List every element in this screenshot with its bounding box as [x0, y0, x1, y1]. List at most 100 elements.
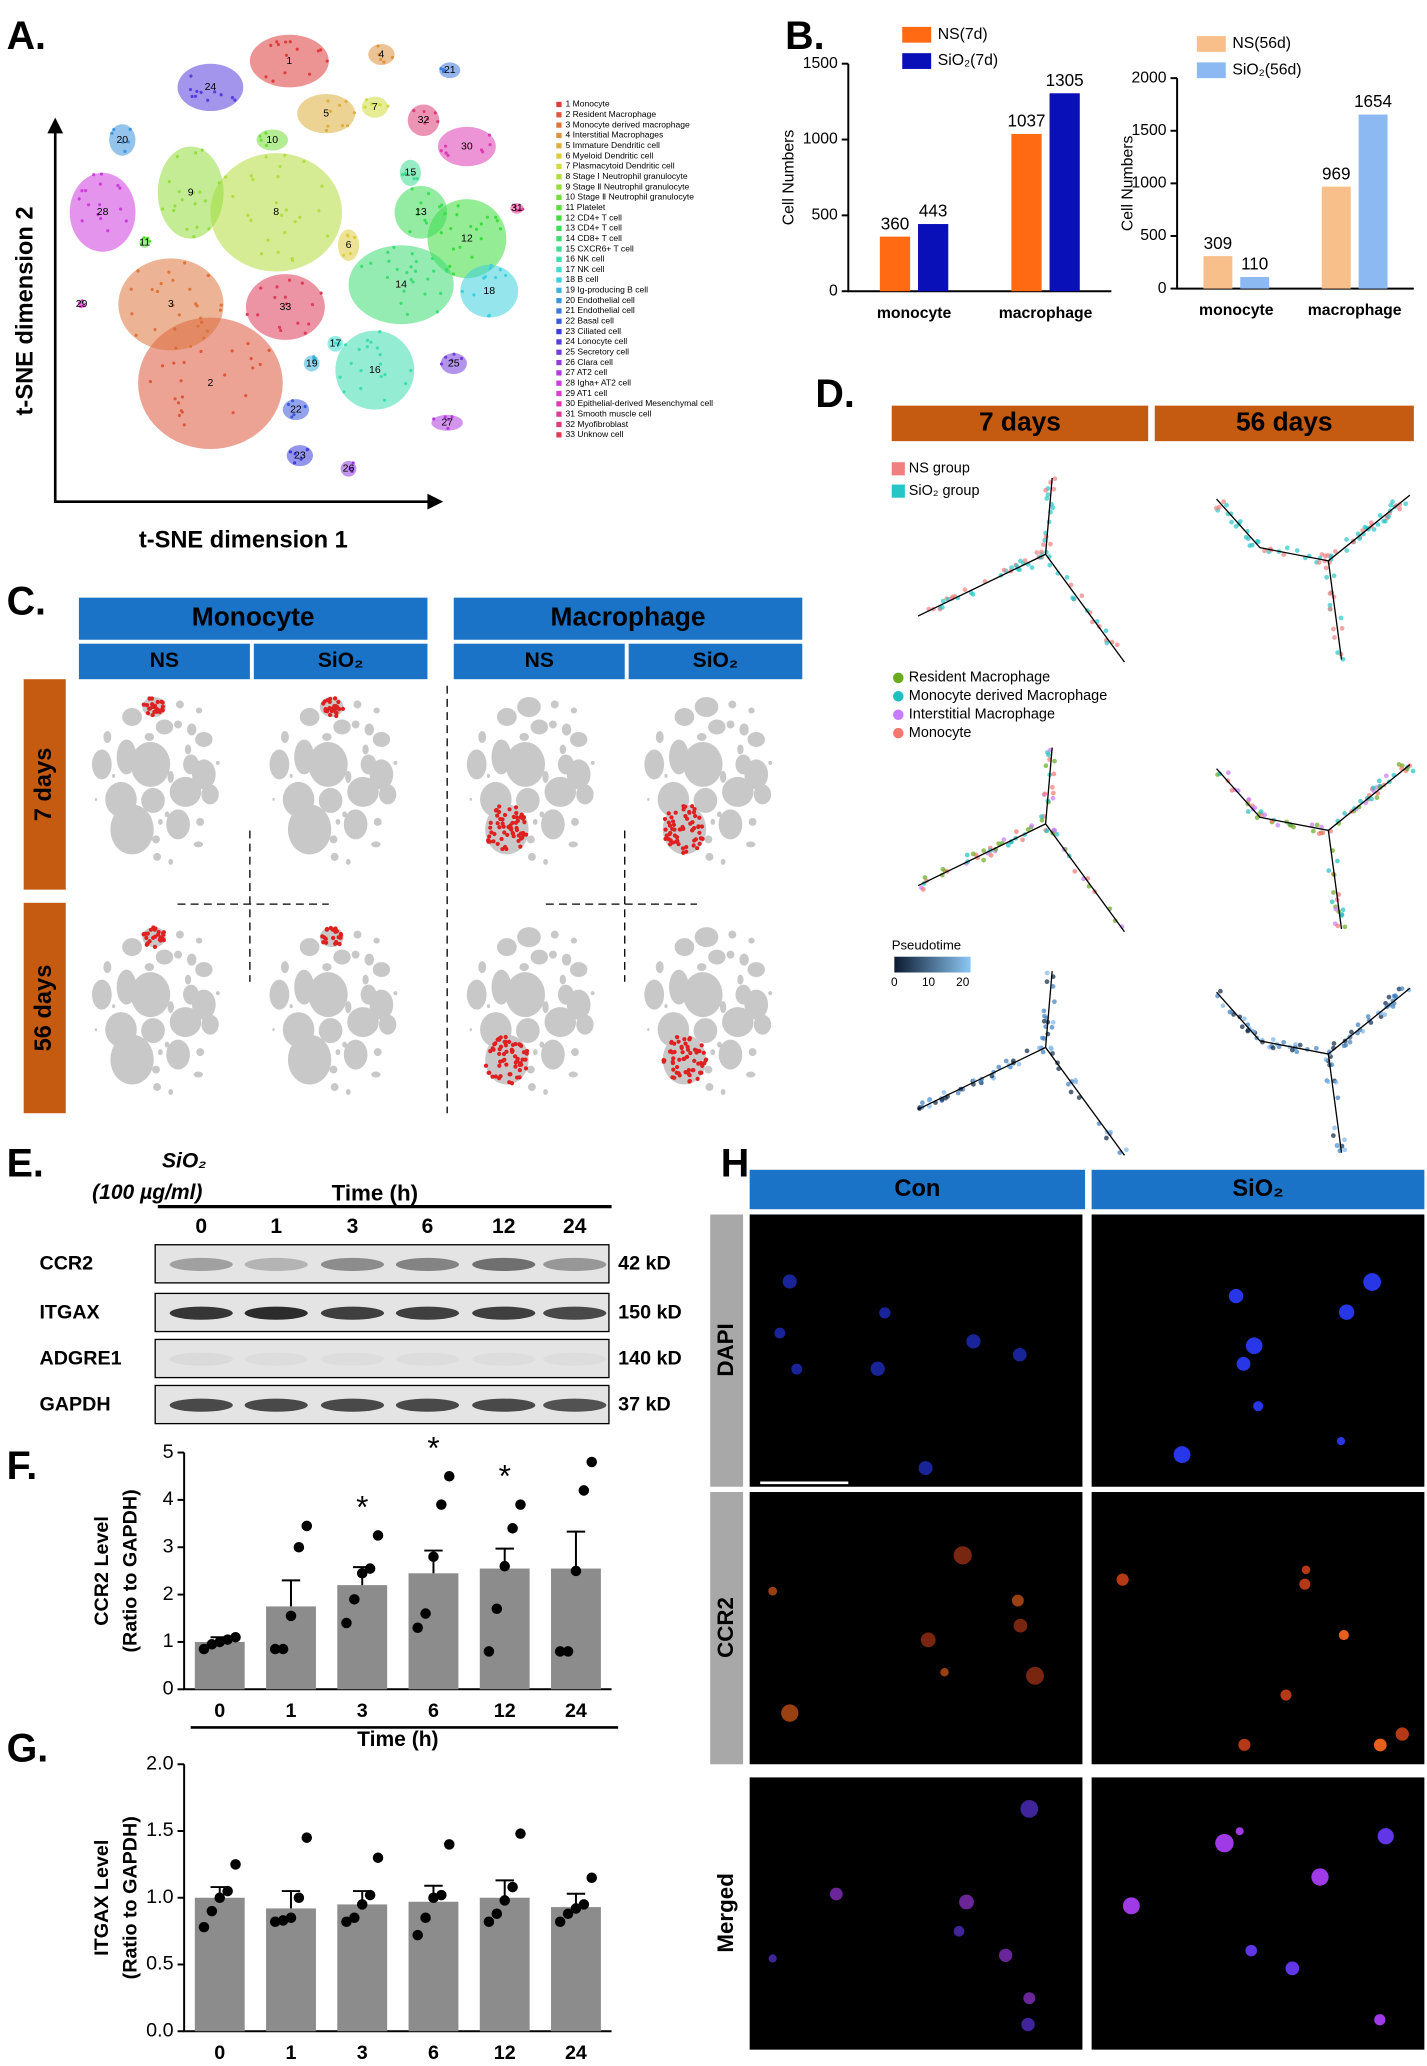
x-tick-label: 12: [494, 1700, 516, 1722]
mini-cluster: [697, 963, 707, 972]
mini-cluster: [532, 1049, 538, 1056]
colorbar-tick: 20: [956, 975, 970, 989]
trajectory-point: [920, 887, 926, 892]
mini-cluster: [647, 1028, 650, 1032]
mini-cluster: [655, 730, 664, 743]
mini-cluster: [287, 1034, 332, 1085]
cell-point: [423, 121, 427, 125]
highlight-point: [497, 825, 502, 830]
cell-point: [161, 207, 165, 211]
trajectory-point: [1383, 1000, 1388, 1006]
y-tick-label: 1500: [1132, 122, 1167, 139]
trajectory-point: [1039, 817, 1045, 823]
mini-cluster: [167, 1001, 174, 1014]
trajectory-point: [1051, 771, 1057, 777]
significance: *: [427, 1429, 439, 1465]
mini-cluster: [710, 818, 716, 825]
highlight-point: [663, 836, 668, 842]
cell-point: [439, 291, 443, 295]
cell-point: [180, 198, 184, 202]
mini-cluster: [201, 784, 219, 805]
cell-point: [405, 312, 410, 316]
highlight-point: [661, 1059, 666, 1064]
cell-point: [188, 287, 192, 291]
cell-point: [136, 269, 140, 273]
band: [320, 1257, 385, 1272]
panel-letter: F.: [7, 1444, 38, 1488]
cell-point: [310, 303, 315, 307]
highlight-point: [499, 836, 504, 842]
data-point: [412, 1929, 423, 1941]
x-tick-label: 24: [565, 1700, 587, 1722]
cell-point: [230, 96, 234, 100]
cell-point: [244, 394, 248, 398]
mini-cluster: [335, 818, 341, 825]
cell-point: [96, 212, 100, 217]
trajectory-point: [1072, 868, 1078, 874]
trajectory-point: [1327, 602, 1333, 608]
mini-cluster: [195, 937, 203, 944]
highlight-point: [522, 820, 527, 825]
cell-point: [110, 131, 114, 135]
nucleus: [1374, 2014, 1386, 2026]
trajectory-point: [1044, 496, 1050, 501]
cell-point: [177, 413, 181, 418]
x-tick-label: 12: [494, 2042, 516, 2064]
trajectory-point: [1054, 831, 1060, 837]
nucleus: [1013, 1618, 1028, 1633]
cell-point: [479, 237, 483, 241]
cell-point: [317, 209, 321, 213]
mini-cluster: [576, 784, 594, 805]
mini-cluster: [491, 969, 512, 1005]
mini-cluster: [308, 972, 348, 1018]
mini-cluster: [269, 979, 290, 1010]
legend-label: 16 NK cell: [566, 254, 605, 264]
trajectory-point: [1386, 514, 1392, 520]
y-axis-label: Cell Numbers: [1120, 136, 1137, 232]
x-tick-label: 3: [357, 1700, 368, 1722]
legend-swatch: [556, 390, 562, 397]
mini-cluster: [105, 1012, 137, 1048]
cluster-label: 10: [266, 134, 278, 146]
mini-cluster: [748, 1048, 757, 1057]
cell-point: [155, 289, 160, 294]
nucleus: [1236, 1356, 1251, 1371]
mini-cluster: [373, 707, 380, 714]
trajectory-point: [1014, 563, 1019, 569]
cluster-label: 3: [168, 298, 174, 310]
trajectory-point: [1370, 785, 1376, 791]
highlight-point: [691, 843, 696, 848]
mini-cluster: [195, 707, 203, 714]
lane-label: 6: [422, 1215, 434, 1238]
cell-point: [288, 40, 292, 44]
highlight-point: [687, 1078, 692, 1084]
mini-cluster: [360, 754, 377, 775]
data-point: [269, 1916, 281, 1928]
trajectory-point: [1229, 519, 1234, 525]
bar: [918, 224, 949, 292]
nucleus: [829, 1887, 843, 1901]
mini-cluster: [590, 991, 595, 996]
cell-point: [159, 282, 163, 286]
highlight-point: [523, 1057, 528, 1062]
cluster-label: 4: [378, 48, 384, 60]
cell-point: [326, 124, 330, 128]
mini-cluster: [373, 817, 382, 826]
data-point: [436, 1889, 447, 1901]
cell-point: [195, 225, 199, 229]
highlight-point: [668, 830, 673, 836]
data-point: [214, 1892, 226, 1904]
mini-cluster: [122, 707, 142, 726]
highlight-point: [513, 1041, 518, 1047]
cell-point: [196, 324, 200, 328]
band: [244, 1306, 308, 1320]
cell-point: [192, 235, 196, 239]
trajectory-point: [1270, 1037, 1276, 1042]
cell-point: [116, 183, 120, 188]
mini-cluster: [186, 953, 197, 966]
trajectory-point: [1001, 837, 1007, 842]
cell-point: [326, 99, 330, 103]
trajectory-point: [1041, 1008, 1047, 1014]
cell-point: [409, 265, 413, 269]
legend-swatch: [556, 287, 562, 293]
